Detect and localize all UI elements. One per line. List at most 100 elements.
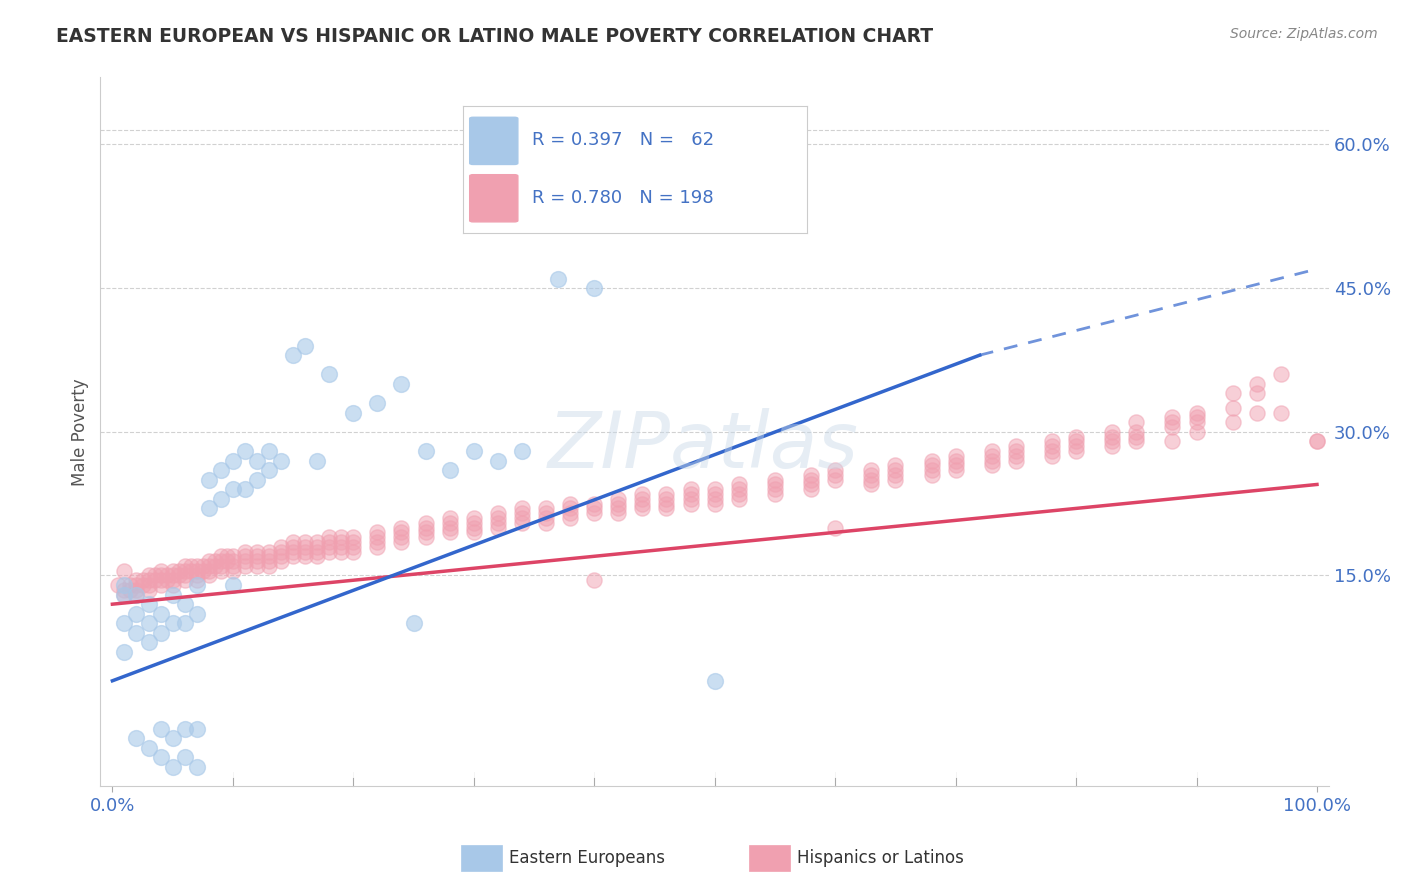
Point: [330, 544, 353, 558]
Point: [215, 554, 238, 568]
Point: [294, 338, 316, 352]
Point: [824, 463, 846, 477]
Point: [583, 501, 606, 516]
Point: [180, 558, 202, 573]
Point: [197, 554, 219, 568]
Point: [155, 568, 177, 582]
Point: [510, 511, 533, 525]
Point: [114, 588, 136, 602]
Point: [547, 271, 569, 285]
Point: [167, 564, 190, 578]
Point: [510, 516, 533, 530]
Point: [204, 554, 226, 568]
Point: [824, 520, 846, 534]
Point: [125, 573, 148, 587]
Point: [149, 607, 172, 621]
Point: [1101, 429, 1123, 443]
Point: [727, 487, 749, 501]
Point: [138, 578, 160, 592]
Point: [342, 540, 364, 554]
Point: [607, 497, 630, 511]
Point: [173, 568, 195, 582]
Point: [222, 482, 245, 496]
Point: [173, 564, 195, 578]
Point: [138, 582, 160, 597]
Point: [149, 722, 172, 736]
Text: Eastern Europeans: Eastern Europeans: [509, 849, 665, 867]
Point: [945, 449, 967, 463]
Point: [281, 535, 304, 549]
Point: [120, 582, 142, 597]
Point: [222, 549, 245, 564]
Point: [197, 473, 219, 487]
Point: [980, 453, 1002, 467]
Point: [921, 463, 943, 477]
Point: [162, 578, 184, 592]
Text: ZIPatlas: ZIPatlas: [547, 408, 859, 484]
Point: [945, 453, 967, 467]
Point: [209, 549, 232, 564]
Point: [209, 491, 232, 506]
Point: [463, 516, 485, 530]
Point: [1306, 434, 1329, 449]
Point: [824, 473, 846, 487]
Point: [560, 501, 582, 516]
Point: [330, 530, 353, 544]
Point: [1064, 444, 1087, 458]
Point: [257, 558, 280, 573]
Point: [318, 544, 340, 558]
Point: [921, 458, 943, 473]
Point: [1222, 401, 1244, 415]
Point: [1185, 410, 1208, 425]
Point: [138, 740, 160, 755]
Point: [186, 722, 208, 736]
Point: [415, 525, 437, 540]
Point: [155, 573, 177, 587]
Point: [583, 281, 606, 295]
Point: [860, 467, 883, 482]
Point: [281, 348, 304, 362]
Point: [186, 760, 208, 774]
Point: [162, 564, 184, 578]
Point: [330, 540, 353, 554]
Point: [173, 573, 195, 587]
Point: [1064, 434, 1087, 449]
Point: [197, 558, 219, 573]
Point: [727, 491, 749, 506]
Point: [342, 530, 364, 544]
Point: [257, 549, 280, 564]
Point: [391, 535, 413, 549]
Point: [366, 396, 388, 410]
Point: [703, 482, 725, 496]
Point: [1222, 386, 1244, 401]
Point: [191, 564, 214, 578]
Point: [1125, 415, 1147, 429]
Point: [1101, 439, 1123, 453]
Point: [824, 467, 846, 482]
Point: [655, 487, 678, 501]
Point: [679, 482, 702, 496]
Point: [222, 564, 245, 578]
Point: [294, 544, 316, 558]
Point: [204, 558, 226, 573]
Point: [114, 588, 136, 602]
Point: [162, 568, 184, 582]
Point: [107, 578, 129, 592]
Point: [294, 535, 316, 549]
Point: [1040, 439, 1063, 453]
Point: [1125, 429, 1147, 443]
Point: [800, 467, 823, 482]
Point: [180, 564, 202, 578]
Point: [763, 487, 786, 501]
Point: [391, 530, 413, 544]
Point: [631, 497, 654, 511]
Point: [330, 535, 353, 549]
Point: [534, 506, 557, 520]
Point: [342, 544, 364, 558]
Point: [486, 520, 509, 534]
Point: [209, 558, 232, 573]
Point: [1101, 425, 1123, 439]
Point: [655, 497, 678, 511]
Point: [233, 444, 256, 458]
Point: [197, 568, 219, 582]
